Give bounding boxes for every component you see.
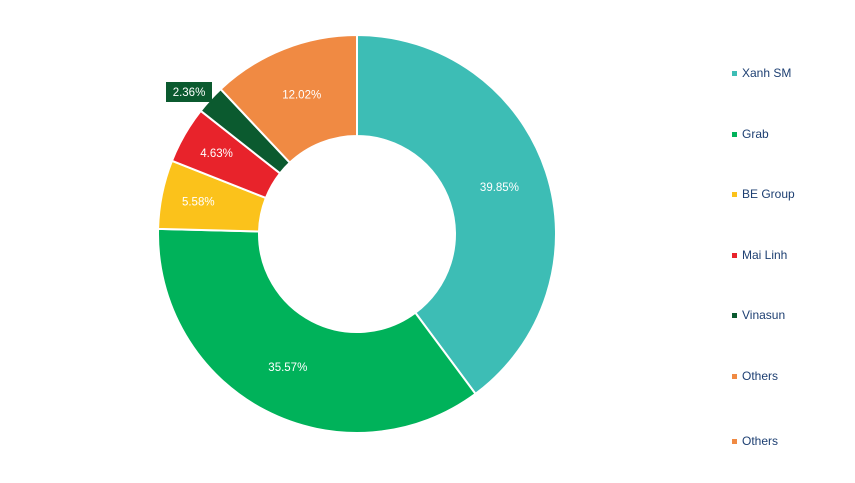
legend-swatch xyxy=(732,70,737,76)
donut-slices xyxy=(157,33,557,434)
legend-label: Grab xyxy=(742,127,769,141)
legend-swatch xyxy=(732,252,737,258)
donut-slice xyxy=(219,33,358,165)
slice-label: 39.85% xyxy=(480,182,519,194)
legend-item: Grab xyxy=(732,127,769,141)
legend-item: Others xyxy=(732,434,778,448)
legend-swatch xyxy=(732,438,737,444)
legend-swatch xyxy=(732,373,737,379)
legend-swatch xyxy=(732,312,737,318)
legend-label: Others xyxy=(742,369,779,383)
callout-box xyxy=(166,82,212,102)
legend-item: Xanh SM xyxy=(732,66,791,80)
legend-item: Mai Linh xyxy=(732,248,787,262)
donut-slice xyxy=(157,227,477,434)
donut-chart: 39.85% 35.57% 5.58% 4.63% 2.36% 12.02% xyxy=(157,33,557,434)
slice-label: 12.02% xyxy=(282,90,321,102)
legend-item: Vinasun xyxy=(732,308,785,322)
legend-label: BE Group xyxy=(742,187,795,201)
slice-labels: 39.85% 35.57% 5.58% 4.63% 2.36% 12.02% xyxy=(166,82,519,374)
legend-swatch xyxy=(732,191,737,197)
legend-label: Xanh SM xyxy=(742,66,792,80)
slice-label: 35.57% xyxy=(268,362,307,374)
legend-label: Mai Linh xyxy=(742,248,788,262)
legend-item: Others xyxy=(732,369,778,383)
legend-swatch xyxy=(732,131,737,137)
slice-label: 4.63% xyxy=(200,148,233,160)
legend: Xanh SM Grab BE Group Mai Linh Vinasun O… xyxy=(732,0,852,483)
legend-item: BE Group xyxy=(732,187,795,201)
slice-label: 2.36% xyxy=(173,87,206,99)
donut-slice xyxy=(356,33,557,396)
slice-label: 5.58% xyxy=(182,197,215,209)
legend-label: Others xyxy=(742,434,779,448)
legend-label: Vinasun xyxy=(742,308,786,322)
